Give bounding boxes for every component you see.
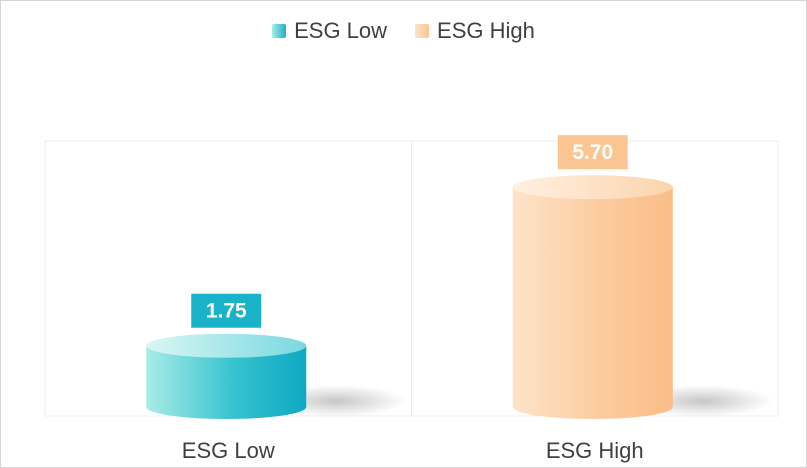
bar-top-esg-low: [146, 333, 307, 358]
value-label-esg-high: 5.70: [572, 141, 613, 164]
value-label-box-esg-high: [557, 135, 628, 170]
legend-label-esg-high: ESG High: [437, 18, 535, 43]
legend-item-esg-low[interactable]: ESG Low: [272, 18, 387, 44]
bar-top-esg-high: [512, 175, 673, 200]
bars-group: [146, 175, 773, 419]
plot-area: [44, 140, 779, 417]
labels-group: 1.75 ESG Low 5.70 ESG High: [182, 135, 644, 463]
legend-item-esg-high[interactable]: ESG High: [415, 18, 535, 44]
value-label-box-esg-low: [191, 293, 262, 328]
bar-body-esg-low: [146, 345, 307, 419]
bar-esg-low: [146, 333, 407, 419]
bar-body-esg-high: [512, 187, 673, 419]
category-label-esg-low: ESG Low: [182, 438, 275, 463]
chart-legend: ESG Low ESG High: [0, 18, 807, 44]
bar-esg-high: [512, 175, 773, 419]
legend-swatch-esg-high: [415, 24, 430, 38]
category-label-esg-high: ESG High: [546, 438, 644, 463]
legend-label-esg-low: ESG Low: [294, 18, 388, 43]
legend-swatch-esg-low: [272, 24, 287, 38]
value-label-esg-low: 1.75: [206, 300, 247, 323]
